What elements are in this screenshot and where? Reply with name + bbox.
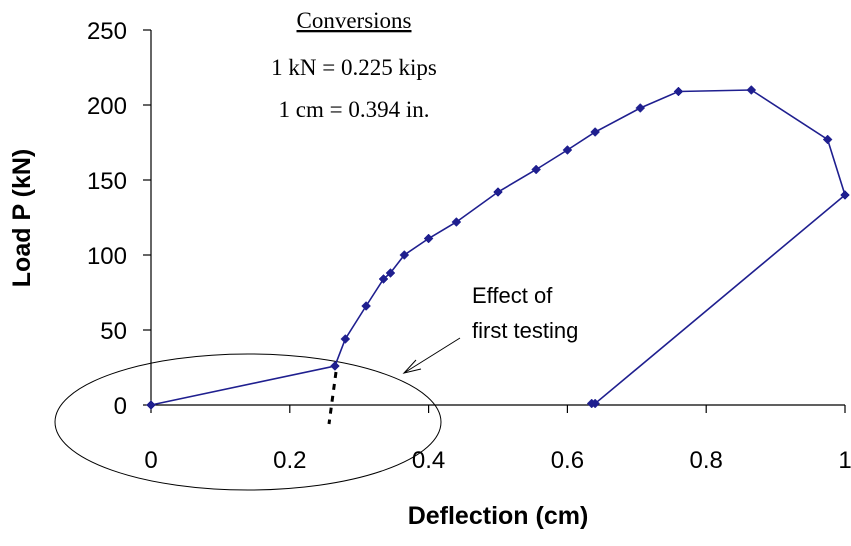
conversions-line-1: 1 kN = 0.225 kips — [271, 55, 437, 80]
data-point-marker — [451, 217, 462, 227]
y-tick-label: 200 — [87, 93, 127, 120]
data-point-marker — [822, 134, 833, 145]
x-tick-label: 0.2 — [273, 447, 306, 474]
data-point-marker — [361, 301, 371, 311]
y-tick-label: 100 — [87, 243, 127, 270]
y-tick-label: 50 — [100, 318, 127, 345]
conversions-line-2: 1 cm = 0.394 in. — [279, 97, 430, 122]
x-tick-label: 0 — [144, 447, 157, 474]
data-point-marker — [378, 274, 389, 284]
data-point-marker — [493, 187, 503, 197]
annotation-line-1: Effect of — [472, 283, 553, 308]
data-point-marker — [146, 400, 156, 410]
first-testing-ellipse — [54, 353, 442, 491]
x-tick-label: 0.6 — [551, 447, 584, 474]
data-point-marker — [635, 103, 646, 113]
data-point-marker — [340, 334, 351, 344]
x-tick-label: 1 — [838, 447, 851, 474]
y-axis-title: Load P (kN) — [8, 149, 36, 287]
series-line — [150, 89, 846, 406]
data-point-marker — [330, 361, 340, 371]
data-point-marker — [746, 85, 757, 95]
y-tick-label: 250 — [87, 18, 127, 45]
annotation-arrowhead — [402, 359, 422, 374]
series-layer — [146, 85, 850, 410]
data-point-marker — [590, 127, 601, 137]
x-tick-label: 0.4 — [412, 447, 445, 474]
data-point-marker — [562, 145, 573, 155]
annotation-arrow — [403, 337, 461, 374]
data-point-marker — [531, 164, 542, 175]
data-point-marker — [673, 86, 684, 97]
extrapolation-dashed-line — [327, 371, 338, 425]
x-tick-label: 0.8 — [690, 447, 723, 474]
data-point-marker — [586, 398, 597, 409]
y-tick-label: 150 — [87, 168, 127, 195]
data-point-marker — [385, 268, 396, 278]
annotation-line-2: first testing — [472, 318, 578, 343]
x-axis-title: Deflection (cm) — [408, 502, 589, 530]
y-tick-label: 0 — [114, 393, 127, 420]
conversions-heading: Conversions — [297, 8, 412, 33]
data-point-marker — [423, 233, 434, 244]
data-point-marker — [840, 190, 850, 200]
data-point-marker — [399, 250, 410, 260]
